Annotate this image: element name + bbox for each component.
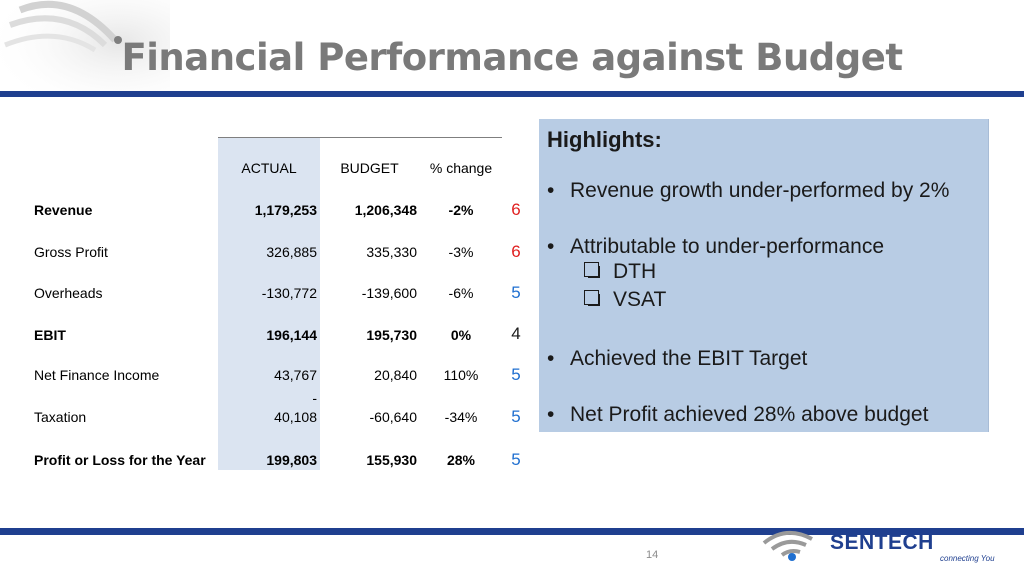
column-header-pct-change: % change [429, 160, 493, 176]
row-pct-ebit: 0% [450, 327, 472, 343]
row-pct-net-finance-income: 110% [443, 367, 479, 383]
row-budget-gross-profit: 335,330 [366, 244, 417, 260]
row-actual-gross-profit: 326,885 [266, 244, 317, 260]
indicator-taxation: 5 [511, 407, 521, 426]
row-label-overheads: Overheads [34, 285, 103, 301]
highlights-panel: Highlights: • Revenue growth under-perfo… [539, 119, 989, 432]
row-label-profit-or-loss: Profit or Loss for the Year [34, 452, 206, 468]
page-title: Financial Performance against Budget [121, 36, 903, 79]
sentech-logo: SENTECH connecting You [762, 531, 995, 563]
checkbox-bullet-icon [584, 262, 600, 278]
sub-bullet-vsat: VSAT [613, 288, 667, 311]
column-header-budget: BUDGET [340, 160, 399, 176]
row-budget-ebit: 195,730 [366, 327, 417, 343]
svg-text:connecting You: connecting You [940, 554, 995, 563]
row-budget-overheads: -139,600 [361, 285, 417, 301]
bullet-dot-icon: • [547, 235, 555, 258]
table-header-rule [218, 137, 502, 138]
row-actual-revenue: 1,179,253 [254, 202, 317, 218]
bullet-dot-icon: • [547, 403, 555, 426]
row-pct-revenue: -2% [448, 202, 474, 218]
wifi-logo-icon [762, 531, 813, 561]
indicator-profit-or-loss: 5 [511, 450, 521, 469]
row-budget-net-finance-income: 20,840 [374, 367, 417, 383]
checkbox-bullet-icon [584, 290, 600, 306]
corner-wifi-graphic [0, 0, 170, 95]
row-label-taxation: Taxation [34, 409, 87, 425]
highlights-title: Highlights: [547, 127, 662, 152]
row-actual-ebit: 196,144 [266, 327, 317, 343]
row-label-ebit: EBIT [34, 327, 66, 343]
row-actual-net-finance-income: 43,767 [274, 367, 317, 383]
actual-column-highlight [218, 137, 320, 470]
page-number: 14 [646, 549, 659, 561]
svg-text:SENTECH: SENTECH [830, 531, 934, 554]
row-actual-overheads: -130,772 [261, 285, 317, 301]
row-pct-overheads: -6% [448, 285, 474, 301]
row-budget-revenue: 1,206,348 [354, 202, 417, 218]
indicator-overheads: 5 [511, 283, 521, 302]
title-divider-bar [0, 91, 1024, 97]
footer-bar [0, 528, 1024, 535]
row-label-net-finance-income: Net Finance Income [34, 367, 160, 383]
row-actual-taxation: 40,108 [274, 409, 317, 425]
row-actual-profit-or-loss: 199,803 [266, 452, 317, 468]
row-pct-profit-or-loss: 28% [446, 452, 476, 468]
row-label-revenue: Revenue [34, 202, 93, 218]
bullet-dot-icon: • [547, 347, 555, 370]
indicator-gross-profit: 6 [511, 242, 521, 261]
indicator-net-finance-income: 5 [511, 365, 521, 384]
row-pct-gross-profit: -3% [448, 244, 474, 260]
bullet-dot-icon: • [547, 179, 555, 202]
row-actual-taxation-sign: - [312, 390, 317, 406]
row-label-gross-profit: Gross Profit [34, 244, 108, 260]
indicator-ebit: 4 [511, 324, 521, 343]
sub-bullet-dth: DTH [613, 260, 657, 283]
row-budget-profit-or-loss: 155,930 [366, 452, 417, 468]
indicator-revenue: 6 [511, 200, 521, 219]
column-header-actual: ACTUAL [241, 160, 297, 176]
row-pct-taxation: -34% [444, 409, 478, 425]
row-budget-taxation: -60,640 [369, 409, 417, 425]
